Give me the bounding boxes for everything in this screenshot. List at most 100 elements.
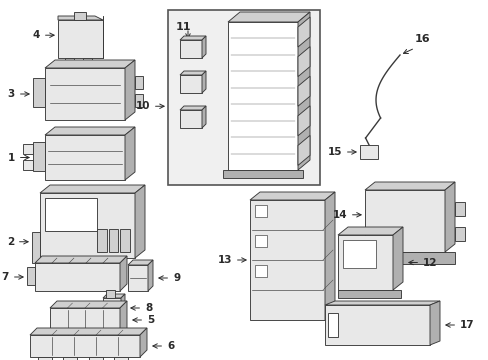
Polygon shape bbox=[40, 193, 135, 258]
Polygon shape bbox=[35, 263, 120, 291]
Polygon shape bbox=[121, 294, 125, 318]
Polygon shape bbox=[180, 110, 202, 128]
Polygon shape bbox=[23, 160, 33, 170]
Polygon shape bbox=[454, 202, 464, 216]
Polygon shape bbox=[74, 12, 86, 20]
Polygon shape bbox=[392, 227, 402, 290]
Text: 15: 15 bbox=[327, 147, 355, 157]
Polygon shape bbox=[108, 229, 118, 252]
Polygon shape bbox=[202, 106, 205, 128]
Polygon shape bbox=[254, 205, 266, 217]
Polygon shape bbox=[50, 308, 120, 338]
Polygon shape bbox=[125, 60, 135, 120]
Text: 6: 6 bbox=[153, 341, 174, 351]
Text: 14: 14 bbox=[332, 210, 361, 220]
Polygon shape bbox=[297, 106, 309, 136]
Polygon shape bbox=[429, 301, 439, 345]
Polygon shape bbox=[103, 294, 125, 298]
Polygon shape bbox=[40, 185, 145, 193]
Polygon shape bbox=[254, 235, 266, 247]
Text: 3: 3 bbox=[8, 89, 29, 99]
Text: 2: 2 bbox=[7, 237, 28, 247]
Polygon shape bbox=[64, 58, 74, 64]
Polygon shape bbox=[249, 200, 325, 320]
Polygon shape bbox=[97, 229, 106, 252]
Polygon shape bbox=[227, 22, 297, 170]
Polygon shape bbox=[27, 267, 35, 285]
Polygon shape bbox=[180, 71, 205, 75]
Text: 7: 7 bbox=[1, 272, 23, 282]
Polygon shape bbox=[125, 127, 135, 180]
Polygon shape bbox=[58, 16, 103, 20]
Text: 9: 9 bbox=[159, 273, 180, 283]
Text: 10: 10 bbox=[135, 101, 164, 111]
Polygon shape bbox=[180, 106, 205, 110]
Polygon shape bbox=[63, 357, 77, 360]
Text: 4: 4 bbox=[33, 30, 54, 40]
Polygon shape bbox=[227, 12, 309, 22]
Polygon shape bbox=[120, 301, 127, 338]
Polygon shape bbox=[337, 227, 402, 235]
Polygon shape bbox=[327, 313, 337, 337]
Polygon shape bbox=[30, 335, 140, 357]
Polygon shape bbox=[32, 232, 40, 263]
Polygon shape bbox=[50, 301, 127, 308]
Polygon shape bbox=[106, 290, 115, 298]
Polygon shape bbox=[249, 192, 334, 200]
Polygon shape bbox=[135, 185, 145, 258]
Polygon shape bbox=[45, 198, 97, 230]
Polygon shape bbox=[297, 135, 309, 165]
Polygon shape bbox=[297, 46, 309, 77]
Text: 17: 17 bbox=[445, 320, 474, 330]
Polygon shape bbox=[202, 36, 205, 58]
Polygon shape bbox=[364, 182, 454, 190]
Polygon shape bbox=[45, 60, 135, 68]
Polygon shape bbox=[128, 265, 148, 291]
Polygon shape bbox=[128, 260, 153, 265]
Polygon shape bbox=[82, 58, 92, 64]
Polygon shape bbox=[35, 256, 127, 263]
Text: 12: 12 bbox=[408, 257, 437, 267]
Polygon shape bbox=[342, 240, 375, 267]
Polygon shape bbox=[45, 127, 135, 135]
Text: 8: 8 bbox=[131, 303, 152, 313]
Polygon shape bbox=[103, 298, 121, 318]
Polygon shape bbox=[86, 338, 101, 346]
Polygon shape bbox=[223, 170, 303, 178]
Polygon shape bbox=[114, 357, 128, 360]
Polygon shape bbox=[45, 68, 125, 120]
Polygon shape bbox=[58, 20, 103, 58]
Polygon shape bbox=[55, 338, 69, 346]
Polygon shape bbox=[297, 76, 309, 106]
Text: 1: 1 bbox=[8, 153, 29, 162]
Text: 11: 11 bbox=[176, 22, 191, 32]
Polygon shape bbox=[168, 10, 319, 185]
Polygon shape bbox=[297, 17, 309, 47]
Polygon shape bbox=[359, 145, 377, 159]
Polygon shape bbox=[148, 260, 153, 291]
Polygon shape bbox=[444, 182, 454, 252]
Polygon shape bbox=[202, 71, 205, 93]
Polygon shape bbox=[23, 144, 33, 154]
Polygon shape bbox=[297, 12, 309, 170]
Polygon shape bbox=[140, 328, 147, 357]
Text: 5: 5 bbox=[133, 315, 154, 325]
Polygon shape bbox=[120, 229, 129, 252]
Polygon shape bbox=[33, 78, 45, 107]
Text: 13: 13 bbox=[217, 255, 245, 265]
Polygon shape bbox=[30, 328, 147, 335]
Polygon shape bbox=[325, 301, 439, 305]
Polygon shape bbox=[88, 357, 102, 360]
Polygon shape bbox=[33, 142, 45, 171]
Polygon shape bbox=[364, 190, 444, 252]
Polygon shape bbox=[337, 290, 400, 298]
Polygon shape bbox=[135, 76, 142, 89]
Polygon shape bbox=[135, 94, 142, 107]
Polygon shape bbox=[180, 36, 205, 40]
Polygon shape bbox=[325, 305, 429, 345]
Polygon shape bbox=[180, 75, 202, 93]
Polygon shape bbox=[45, 135, 125, 180]
Text: 16: 16 bbox=[414, 34, 430, 44]
Polygon shape bbox=[38, 357, 52, 360]
Polygon shape bbox=[337, 235, 392, 290]
